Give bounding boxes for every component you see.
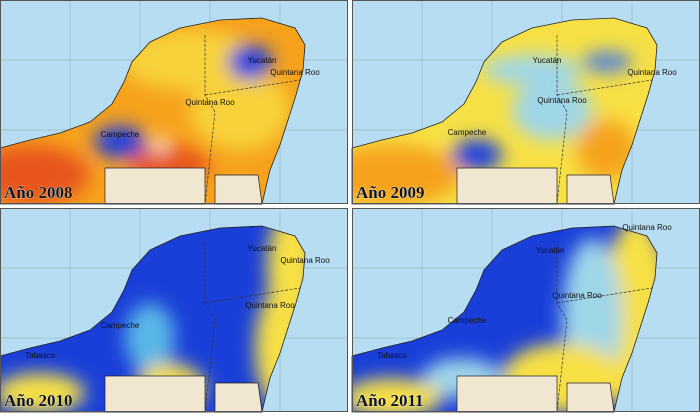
place-label: Yucatán	[248, 56, 277, 65]
place-label: Quintana Roo	[185, 98, 235, 107]
state-border	[204, 35, 301, 205]
value-area	[512, 80, 592, 140]
coast	[351, 225, 658, 413]
place-label: Campeche	[448, 316, 487, 325]
coast	[0, 225, 306, 413]
place-label: Yucatán	[248, 244, 277, 253]
place-label: Yucatán	[533, 56, 562, 65]
value-area	[0, 145, 90, 204]
place-label: Quintana Roo	[627, 68, 677, 77]
place-label: Quintana Roo	[552, 291, 602, 300]
place-label: Tabasco	[377, 351, 407, 360]
map-panel: Yucatán Quintana Roo Quintana Roo Campeche T…	[351, 208, 700, 413]
map-panel: Yucatán Quintana Roo Quintana Roo Campeche A…	[351, 0, 700, 205]
place-label: Quintana Roo	[537, 96, 587, 105]
place-label: Quintana Roo	[245, 301, 295, 310]
place-label: Campeche	[448, 128, 487, 137]
place-label: Campeche	[101, 130, 140, 139]
state-border	[204, 243, 301, 413]
panel-frame	[0, 208, 348, 412]
value-area	[125, 303, 175, 373]
place-label: Campeche	[101, 321, 140, 330]
place-label: Tabasco	[25, 351, 55, 360]
place-label: Quintana Roo	[622, 223, 672, 232]
place-label: Quintana Roo	[270, 68, 320, 77]
value-area	[94, 126, 146, 158]
value-area	[352, 378, 442, 412]
year-label: Año 2010	[4, 391, 72, 410]
value-area	[577, 120, 637, 180]
map-panel: Yucatán Quintana Roo Quintana Roo Campeche A…	[0, 0, 348, 205]
value-area	[154, 137, 166, 153]
year-label: Año 2009	[356, 183, 424, 202]
state-border	[556, 35, 653, 205]
value-area	[582, 52, 632, 72]
value-area	[228, 44, 272, 80]
year-label: Año 2011	[356, 391, 424, 410]
blobs	[352, 52, 637, 204]
coast	[0, 17, 306, 205]
year-label: Año 2008	[4, 183, 72, 202]
value-area	[452, 139, 502, 171]
place-label: Quintana Roo	[280, 256, 330, 265]
place-label: Yucatán	[536, 246, 565, 255]
value-area	[0, 373, 85, 412]
state-border	[556, 243, 653, 413]
panel-frame	[0, 0, 348, 204]
value-area	[352, 145, 462, 204]
coast	[351, 17, 658, 205]
value-area	[190, 70, 290, 150]
